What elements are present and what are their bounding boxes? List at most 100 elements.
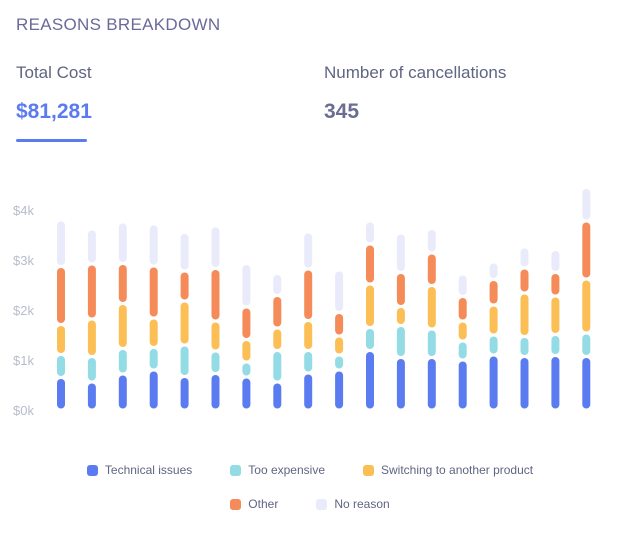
bar-segment[interactable] (304, 374, 313, 409)
bar-segment[interactable] (396, 359, 405, 409)
bar-segment[interactable] (520, 358, 529, 409)
bar-segment[interactable] (335, 271, 344, 312)
bar-segment[interactable] (87, 230, 96, 263)
bar-segment[interactable] (211, 270, 220, 320)
bar-segment[interactable] (242, 341, 251, 361)
cancellations-metric[interactable]: Number of cancellations 345 (324, 63, 506, 124)
bar-segment[interactable] (211, 322, 220, 350)
bar-segment[interactable] (366, 329, 374, 349)
bar-segment[interactable] (335, 356, 344, 369)
bar-segment[interactable] (458, 275, 467, 296)
bar-segment[interactable] (304, 270, 313, 320)
bar-segment[interactable] (551, 251, 560, 271)
bar-segment[interactable] (582, 280, 591, 332)
bar-segment[interactable] (118, 350, 127, 373)
bar-segment[interactable] (551, 336, 560, 354)
total-cost-metric[interactable]: Total Cost $81,281 (16, 63, 92, 124)
bar-segment[interactable] (242, 308, 251, 339)
bar-stack[interactable] (118, 223, 127, 409)
bar-stack[interactable] (335, 271, 344, 409)
bar-segment[interactable] (458, 342, 467, 359)
bar-segment[interactable] (118, 305, 127, 347)
bar-stack[interactable] (304, 233, 313, 409)
bar-segment[interactable] (582, 189, 591, 220)
bar-stack[interactable] (551, 251, 560, 409)
bar-segment[interactable] (57, 379, 65, 409)
bar-stack[interactable] (180, 234, 189, 409)
bar-stack[interactable] (396, 234, 405, 409)
bar-segment[interactable] (242, 265, 251, 306)
bar-stack[interactable] (489, 263, 498, 409)
bar-segment[interactable] (396, 234, 405, 272)
bar-segment[interactable] (149, 267, 158, 317)
bar-segment[interactable] (489, 336, 498, 354)
bar-segment[interactable] (458, 298, 467, 320)
bar-segment[interactable] (304, 352, 313, 372)
bar-stack[interactable] (366, 222, 374, 409)
bar-segment[interactable] (335, 314, 344, 335)
bar-segment[interactable] (335, 337, 344, 354)
bar-segment[interactable] (396, 308, 405, 324)
bar-stack[interactable] (427, 230, 436, 409)
bar-segment[interactable] (273, 329, 282, 350)
bar-segment[interactable] (489, 356, 498, 409)
bar-segment[interactable] (366, 285, 374, 327)
bar-segment[interactable] (520, 269, 529, 292)
legend-item-no-reason[interactable]: No reason (316, 497, 390, 511)
bar-segment[interactable] (458, 361, 467, 409)
legend-item-other[interactable]: Other (230, 497, 278, 511)
bar-stack[interactable] (520, 248, 529, 409)
bar-segment[interactable] (242, 378, 251, 409)
bar-stack[interactable] (57, 221, 65, 409)
bar-segment[interactable] (118, 265, 127, 302)
bar-segment[interactable] (180, 272, 189, 300)
bar-segment[interactable] (551, 274, 560, 295)
bar-segment[interactable] (551, 297, 560, 334)
bar-segment[interactable] (489, 281, 498, 304)
bar-stack[interactable] (242, 265, 251, 409)
bar-segment[interactable] (582, 334, 591, 356)
bar-segment[interactable] (149, 319, 158, 347)
bar-segment[interactable] (304, 322, 313, 349)
bar-segment[interactable] (427, 287, 436, 328)
legend-item-too-expensive[interactable]: Too expensive (230, 463, 325, 477)
bar-segment[interactable] (489, 306, 498, 334)
bar-segment[interactable] (427, 359, 436, 409)
bar-segment[interactable] (582, 358, 591, 409)
bar-segment[interactable] (87, 358, 96, 381)
bar-segment[interactable] (118, 223, 127, 263)
bar-segment[interactable] (520, 248, 529, 267)
bar-segment[interactable] (149, 225, 158, 265)
bar-segment[interactable] (551, 357, 560, 409)
bar-segment[interactable] (273, 275, 282, 294)
bar-segment[interactable] (427, 230, 436, 252)
bar-segment[interactable] (273, 352, 282, 381)
bar-segment[interactable] (149, 371, 158, 409)
bar-segment[interactable] (335, 371, 344, 409)
bar-segment[interactable] (489, 263, 498, 279)
bar-segment[interactable] (396, 274, 405, 305)
bar-segment[interactable] (87, 320, 96, 356)
bar-segment[interactable] (87, 265, 96, 318)
bar-segment[interactable] (582, 222, 591, 278)
bar-segment[interactable] (458, 322, 467, 340)
bar-segment[interactable] (180, 234, 189, 270)
bar-segment[interactable] (118, 375, 127, 409)
bar-segment[interactable] (520, 338, 529, 355)
legend-item-technical-issues[interactable]: Technical issues (86, 463, 192, 477)
bar-segment[interactable] (427, 254, 436, 285)
bar-segment[interactable] (304, 233, 313, 268)
bar-stack[interactable] (149, 225, 158, 409)
bar-segment[interactable] (57, 268, 65, 323)
bar-segment[interactable] (242, 363, 251, 376)
bar-stack[interactable] (87, 230, 96, 409)
bar-stack[interactable] (458, 275, 467, 409)
bar-segment[interactable] (57, 221, 65, 266)
bar-segment[interactable] (211, 375, 220, 409)
bar-segment[interactable] (211, 227, 220, 268)
bar-segment[interactable] (273, 297, 282, 327)
bar-segment[interactable] (396, 327, 405, 356)
bar-segment[interactable] (180, 378, 189, 409)
bar-segment[interactable] (57, 326, 65, 353)
bar-segment[interactable] (211, 352, 220, 373)
